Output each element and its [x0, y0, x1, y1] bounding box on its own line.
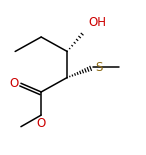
Text: S: S: [95, 61, 103, 74]
Text: OH: OH: [88, 16, 106, 29]
Text: O: O: [9, 77, 19, 90]
Text: O: O: [36, 117, 46, 130]
